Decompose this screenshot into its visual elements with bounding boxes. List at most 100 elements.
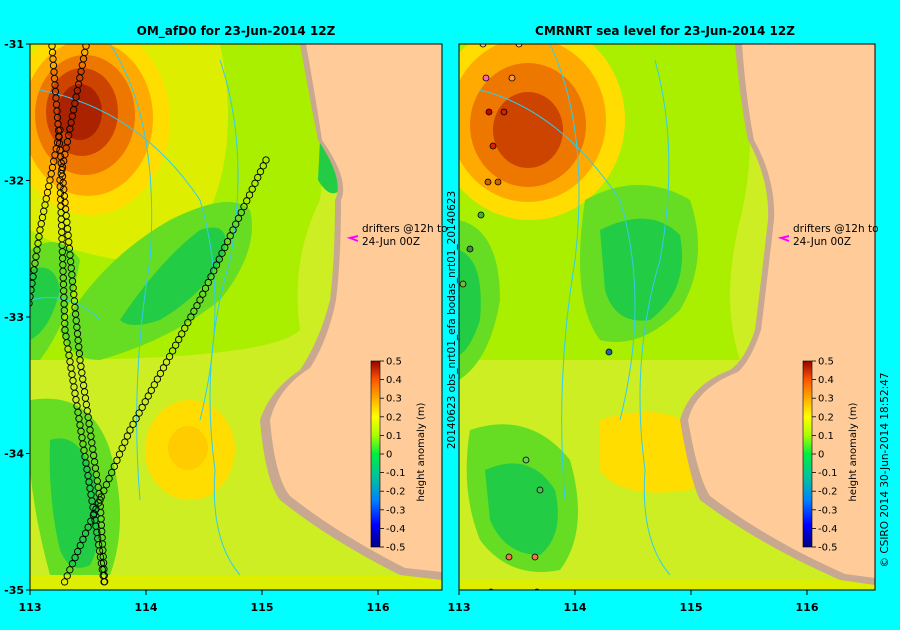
right-drifter-markers — [459, 44, 613, 590]
drifter-marker — [212, 261, 221, 269]
drifter-marker — [482, 74, 490, 82]
lat-tick-label: -34 — [4, 448, 24, 461]
left-colorbar-label: height anomaly (m) — [416, 402, 427, 501]
drifter-marker — [126, 426, 134, 434]
drifter-marker — [159, 364, 168, 372]
drifter-marker — [240, 203, 248, 211]
colorbar-tick-label: 0.4 — [818, 375, 834, 386]
drifter-marker — [237, 208, 245, 217]
drifter-marker — [60, 578, 69, 586]
colorbar-tick-label: -0.5 — [386, 543, 406, 554]
drifter-marker — [226, 232, 234, 240]
left-field — [30, 44, 442, 590]
left-panel-title: OM_afD0 for 23-Jun-2014 12Z — [137, 24, 336, 39]
drifter-marker — [256, 168, 265, 176]
lon-tick-label: 113 — [448, 601, 471, 614]
drifter-marker — [221, 243, 229, 252]
drifter-marker — [162, 358, 171, 366]
drifter-marker — [76, 541, 84, 550]
right-annotation-line2: 24-Jun 00Z — [793, 236, 851, 248]
drifter-marker — [254, 173, 262, 182]
right-field — [459, 44, 875, 590]
drifter-marker — [531, 553, 539, 561]
colorbar-tick-label: -0.2 — [818, 487, 838, 498]
lon-tick-label: 114 — [564, 601, 587, 614]
drifter-marker — [156, 369, 165, 378]
drifter-marker — [135, 409, 143, 417]
drifter-marker — [522, 456, 530, 464]
right-colorbar-label: height anomaly (m) — [848, 402, 859, 501]
drifter-marker — [97, 493, 105, 501]
lon-tick-label: 116 — [367, 601, 390, 614]
drifter-marker — [181, 324, 189, 332]
drifter-marker — [150, 381, 158, 389]
drifter-marker — [199, 290, 207, 298]
drifter-marker — [121, 438, 129, 446]
drifter-marker — [193, 302, 201, 310]
drifter-marker — [210, 267, 218, 275]
drifter-marker — [74, 547, 82, 556]
drifter-marker — [30, 299, 33, 307]
drifter-marker — [113, 456, 121, 465]
drifter-marker — [147, 386, 155, 395]
left-lat-ticks: -31 -32 -33 -34 -35 — [4, 38, 30, 597]
drifter-marker — [141, 398, 149, 406]
drifter-marker — [190, 307, 198, 315]
drifter-marker — [178, 330, 186, 338]
drifter-marker — [201, 284, 210, 292]
drifter-marker — [153, 375, 162, 383]
colorbar-tick-label: -0.5 — [818, 543, 838, 554]
drifter-marker — [81, 529, 90, 537]
colorbar-tick-label: 0 — [818, 450, 824, 461]
drifter-marker — [508, 74, 516, 82]
drifter-marker — [229, 226, 237, 234]
drifter-marker — [477, 211, 485, 219]
lat-tick-label: -35 — [4, 584, 24, 597]
drifter-marker — [248, 185, 256, 193]
lon-tick-label: 115 — [251, 601, 274, 614]
drifter-marker — [479, 44, 487, 48]
drifter-marker — [123, 432, 132, 440]
colorbar-tick-label: 0 — [386, 450, 392, 461]
left-arrow-icon — [346, 235, 359, 242]
drifter-marker — [89, 511, 98, 519]
lon-tick-label: 113 — [19, 601, 42, 614]
drifter-marker — [108, 468, 116, 477]
drifter-marker — [485, 108, 493, 116]
drifter-marker — [87, 517, 95, 525]
colorbar-tick-label: -0.3 — [818, 505, 838, 516]
colorbar-tick-label: 0.2 — [386, 412, 402, 423]
drifter-marker — [196, 296, 204, 304]
drifter-marker — [175, 335, 183, 344]
right-panel-title: CMRNRT sea level for 23-Jun-2014 12Z — [535, 24, 795, 38]
drifter-marker — [30, 293, 34, 301]
drifter-marker — [251, 179, 259, 187]
drifter-marker — [259, 162, 267, 170]
drifter-marker — [94, 499, 103, 507]
right-arrow-icon — [777, 235, 790, 242]
colorbar-tick-label: 0.4 — [386, 375, 402, 386]
lon-tick-label: 115 — [680, 601, 703, 614]
drifter-marker — [184, 318, 192, 327]
drifter-marker — [100, 487, 108, 495]
drifter-marker — [92, 505, 100, 513]
left-annotation-line2: 24-Jun 00Z — [362, 236, 420, 248]
lat-tick-label: -33 — [4, 311, 24, 324]
drifter-marker — [494, 178, 502, 186]
drifter-marker — [172, 341, 180, 349]
drifter-marker — [234, 214, 243, 222]
drifter-marker — [110, 462, 118, 471]
lat-tick-label: -31 — [4, 38, 24, 51]
drifter-marker — [68, 560, 77, 568]
drifter-marker — [515, 44, 523, 48]
colorbar-tick-label: 0.1 — [818, 431, 834, 442]
drifter-marker — [204, 278, 212, 287]
colorbar-tick-label: 0.2 — [818, 412, 834, 423]
drifter-marker — [118, 444, 126, 452]
drifter-marker — [262, 156, 270, 164]
drifter-marker — [144, 392, 152, 400]
lon-tick-label: 114 — [135, 601, 158, 614]
right-lon-ticks: 113 114 115 116 — [448, 590, 819, 614]
drifter-marker — [187, 313, 195, 321]
colorbar-tick-label: 0.3 — [818, 394, 834, 405]
